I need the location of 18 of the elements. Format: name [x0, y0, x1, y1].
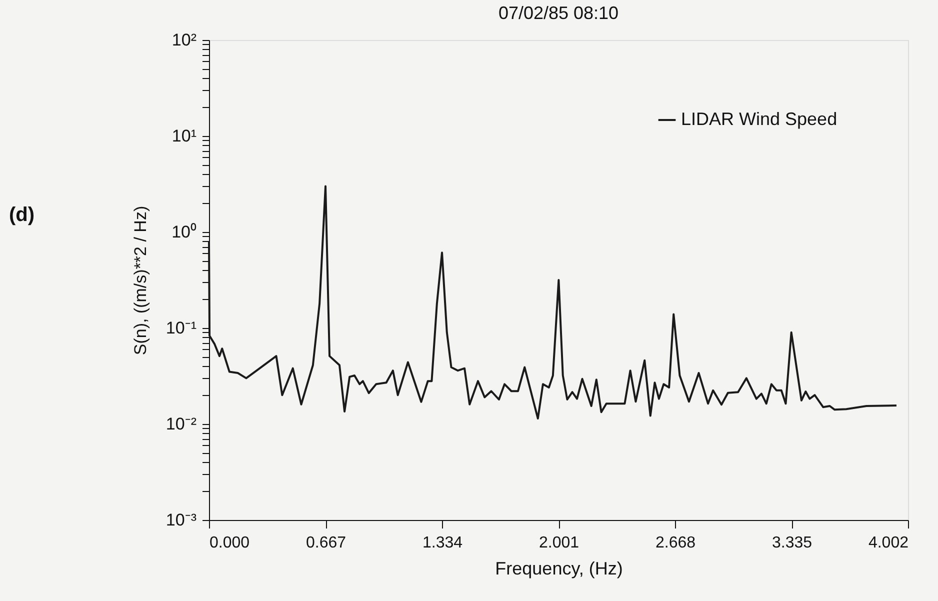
x-tick-label: 3.335: [772, 534, 812, 552]
y-tick-label: 10¹: [172, 126, 197, 146]
chart-title: 07/02/85 08:10: [498, 3, 619, 23]
x-axis-title: Frequency, (Hz): [495, 558, 623, 578]
y-axis-title: S(n), ((m/s)**2 / Hz): [130, 206, 150, 356]
x-tick-label: 2.001: [538, 534, 580, 552]
legend-label: LIDAR Wind Speed: [681, 109, 838, 129]
x-tick-label: 2.668: [655, 534, 696, 552]
x-tick-label: 4.002: [868, 534, 909, 552]
x-tick-label: 1.334: [422, 534, 463, 552]
y-tick-label: 10⁻²: [166, 414, 197, 434]
x-tick-label: 0.000: [210, 534, 250, 552]
y-tick-label: 10⁰: [172, 222, 196, 242]
y-tick-label: 10⁻³: [166, 510, 197, 530]
y-tick-label: 10⁻¹: [166, 318, 197, 338]
x-tick-label: 0.667: [306, 534, 346, 552]
text: (d): [9, 204, 35, 226]
y-tick-label: 10²: [172, 30, 197, 50]
